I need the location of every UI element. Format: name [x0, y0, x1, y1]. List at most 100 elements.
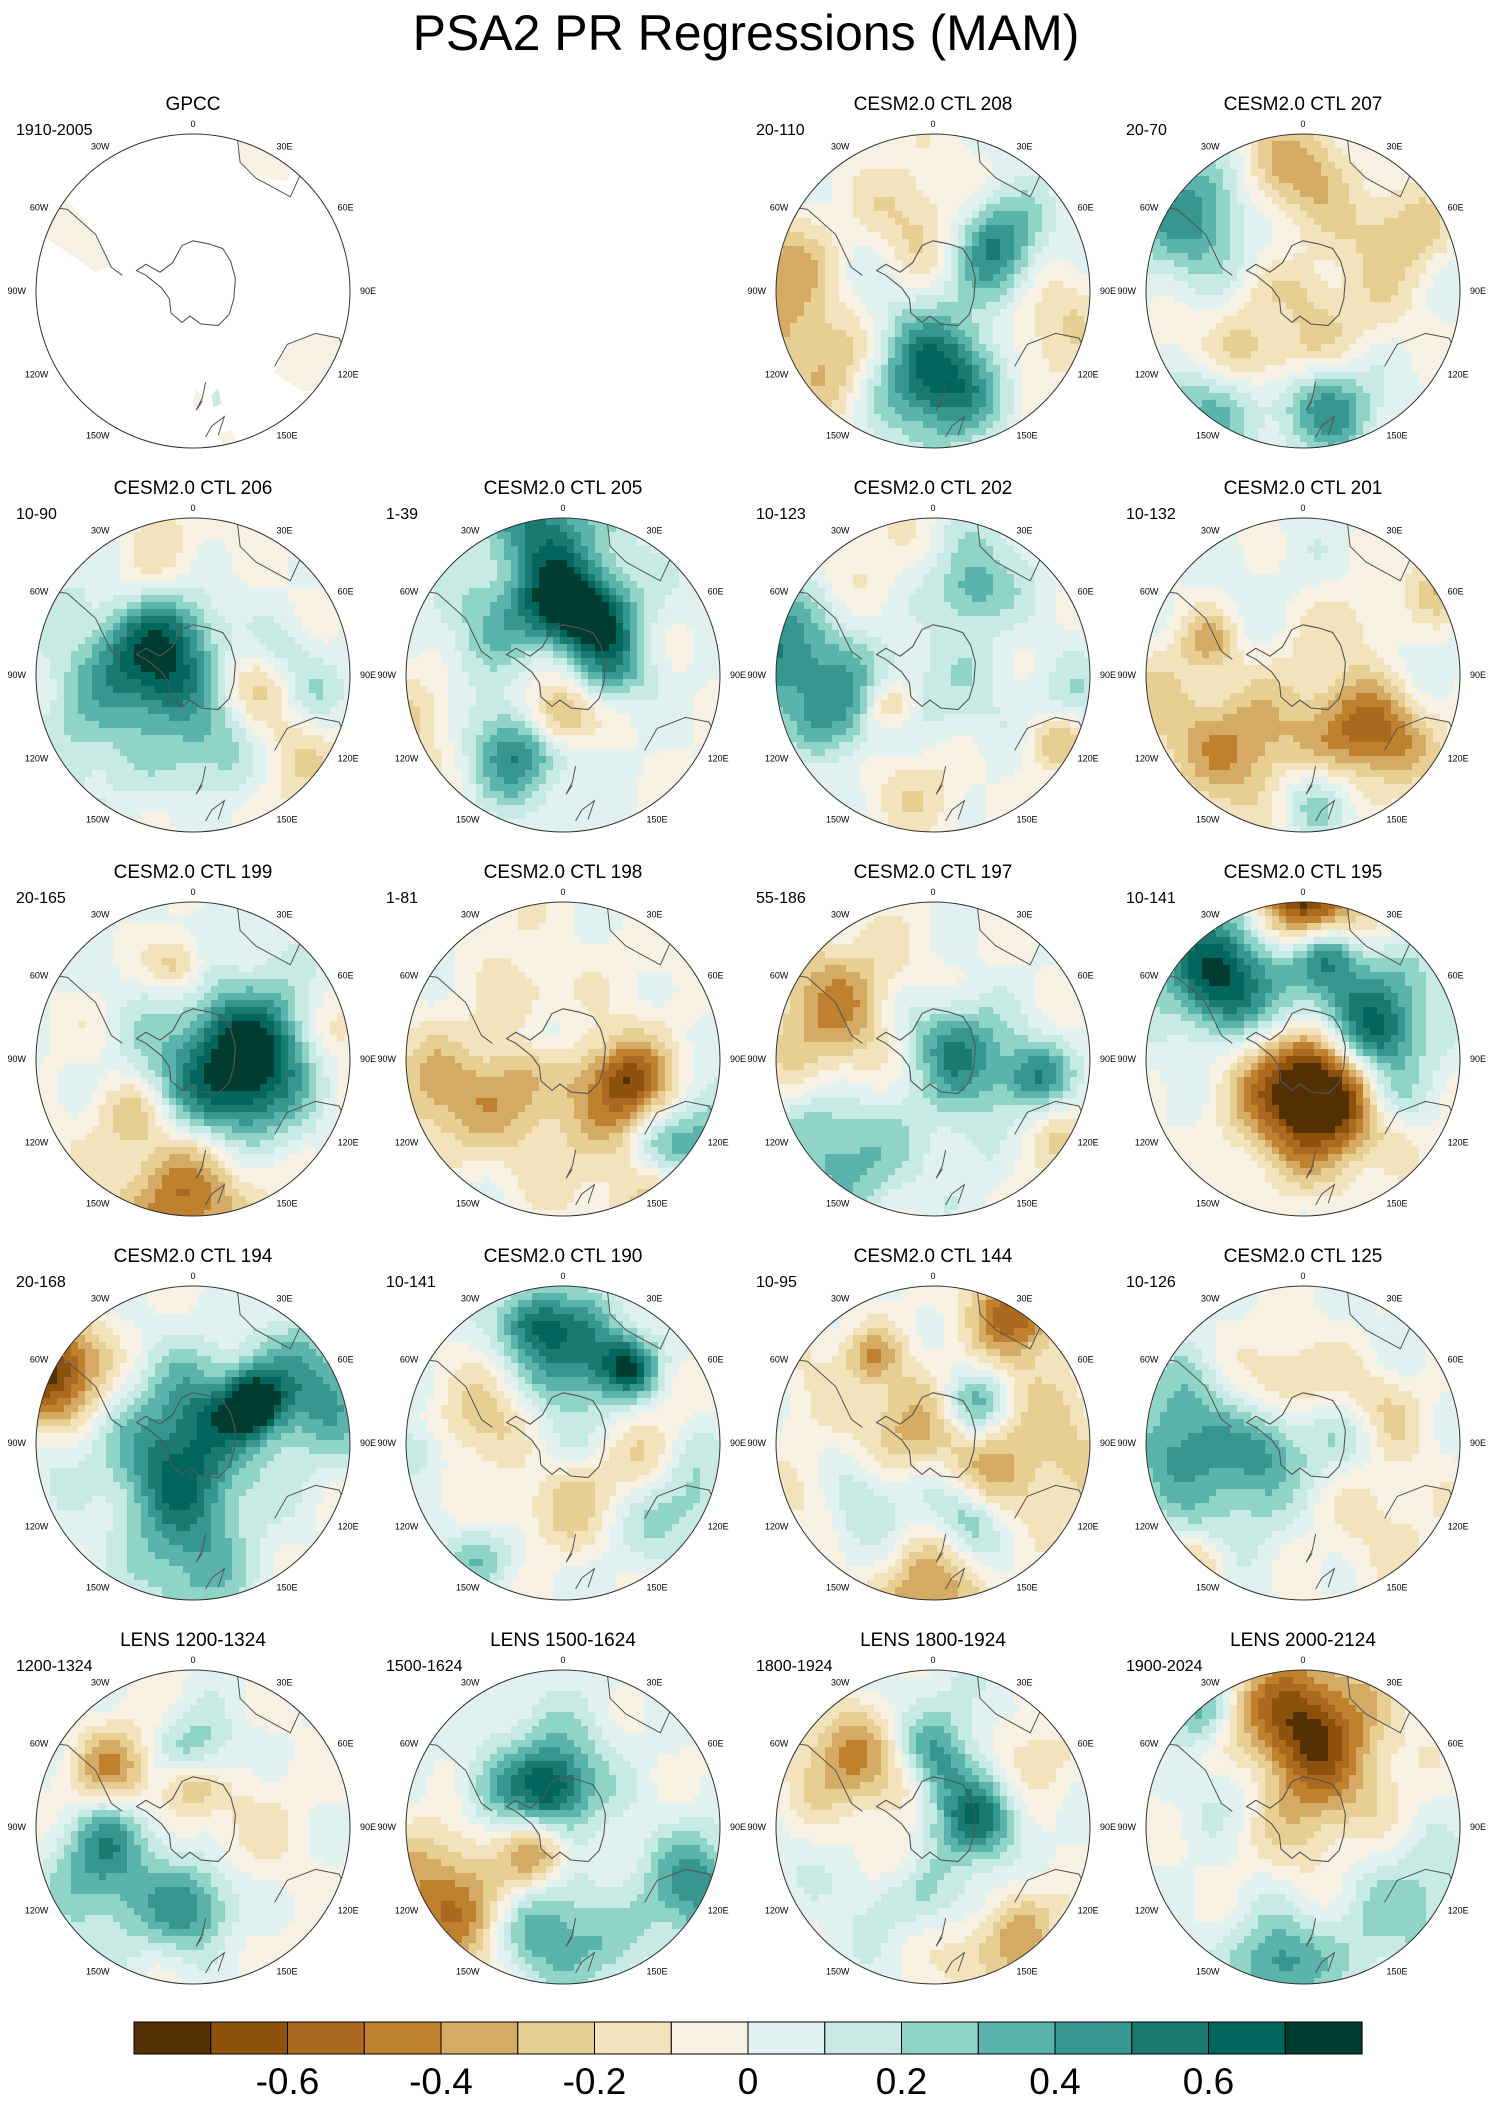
- field-cell: [1035, 309, 1043, 317]
- field-cell: [895, 232, 903, 240]
- field-cell: [1174, 337, 1182, 345]
- field-cell: [1007, 330, 1015, 338]
- field-cell: [867, 372, 875, 380]
- field-cell: [895, 302, 903, 310]
- field-cell: [993, 295, 1001, 303]
- field-cell: [1181, 323, 1189, 331]
- field-cell: [1202, 288, 1210, 296]
- field-cell: [1300, 183, 1308, 191]
- field-cell: [874, 330, 882, 338]
- field-cell: [1426, 225, 1434, 233]
- field-cell: [225, 581, 233, 589]
- field-cell: [190, 735, 198, 743]
- field-cell: [1307, 141, 1315, 149]
- field-cell: [1447, 309, 1455, 317]
- field-cell: [113, 588, 121, 596]
- field-cell: [1056, 323, 1064, 331]
- field-cell: [113, 763, 121, 771]
- field-cell: [239, 693, 247, 701]
- field-cell: [916, 183, 924, 191]
- field-cell: [1328, 148, 1336, 156]
- field-cell: [944, 295, 952, 303]
- field-cell: [1412, 351, 1420, 359]
- field-cell: [1293, 204, 1301, 212]
- field-cell: [881, 239, 889, 247]
- field-cell: [1188, 358, 1196, 366]
- field-cell: [113, 679, 121, 687]
- field-cell: [965, 239, 973, 247]
- field-cell: [1454, 274, 1460, 282]
- field-cell: [1321, 218, 1329, 226]
- field-cell: [1279, 274, 1287, 282]
- field-cell: [1321, 169, 1329, 177]
- field-cell: [1223, 372, 1231, 380]
- field-cell: [839, 253, 847, 261]
- field-cell: [344, 672, 350, 680]
- field-cell: [1321, 197, 1329, 205]
- field-cell: [818, 211, 826, 219]
- field-cell: [1188, 323, 1196, 331]
- field-cell: [1195, 190, 1203, 198]
- field-cell: [1258, 302, 1266, 310]
- field-cell: [1356, 246, 1364, 254]
- field-cell: [1146, 288, 1154, 296]
- field-cell: [1286, 351, 1294, 359]
- field-cell: [1195, 386, 1203, 394]
- field-cell: [1049, 246, 1057, 254]
- field-cell: [895, 204, 903, 212]
- field-cell: [190, 588, 198, 596]
- field-cell: [1433, 302, 1441, 310]
- field-cell: [1209, 379, 1217, 387]
- field-cell: [1391, 204, 1399, 212]
- field-cell: [1007, 281, 1015, 289]
- field-cell: [1258, 253, 1266, 261]
- field-cell: [1328, 176, 1336, 184]
- field-cell: [930, 162, 938, 170]
- field-cell: [1398, 393, 1406, 401]
- field-cell: [1056, 372, 1064, 380]
- field-cell: [1370, 302, 1378, 310]
- field-cell: [1021, 351, 1029, 359]
- field-cell: [888, 386, 896, 394]
- field-cell: [1454, 281, 1460, 289]
- field-cell: [302, 700, 310, 708]
- field-cell: [85, 756, 93, 764]
- field-cell: [839, 211, 847, 219]
- field-cell: [1300, 358, 1308, 366]
- field-cell: [155, 679, 163, 687]
- field-cell: [1405, 253, 1413, 261]
- field-cell: [148, 693, 156, 701]
- field-cell: [113, 602, 121, 610]
- field-cell: [895, 176, 903, 184]
- field-cell: [295, 602, 303, 610]
- field-cell: [979, 155, 987, 163]
- field-cell: [1195, 239, 1203, 247]
- field-cell: [1181, 288, 1189, 296]
- field-cell: [71, 581, 79, 589]
- field-cell: [106, 742, 114, 750]
- field-cell: [232, 630, 240, 638]
- field-cell: [57, 630, 65, 638]
- field-cell: [825, 246, 833, 254]
- field-cell: [1237, 162, 1245, 170]
- field-cell: [1237, 204, 1245, 212]
- field-cell: [36, 672, 44, 680]
- field-cell: [71, 735, 79, 743]
- field-cell: [1049, 295, 1057, 303]
- field-cell: [281, 651, 289, 659]
- field-cell: [1356, 351, 1364, 359]
- field-cell: [979, 358, 987, 366]
- field-cell: [106, 714, 114, 722]
- field-cell: [1307, 407, 1315, 415]
- field-cell: [853, 169, 861, 177]
- field-cell: [986, 148, 994, 156]
- field-cell: [895, 267, 903, 275]
- field-cell: [1279, 225, 1287, 233]
- field-cell: [1251, 225, 1259, 233]
- field-cell: [323, 686, 331, 694]
- field-cell: [64, 623, 72, 631]
- field-cell: [1028, 295, 1036, 303]
- field-cell: [1195, 211, 1203, 219]
- field-cell: [225, 665, 233, 673]
- field-cell: [895, 414, 903, 422]
